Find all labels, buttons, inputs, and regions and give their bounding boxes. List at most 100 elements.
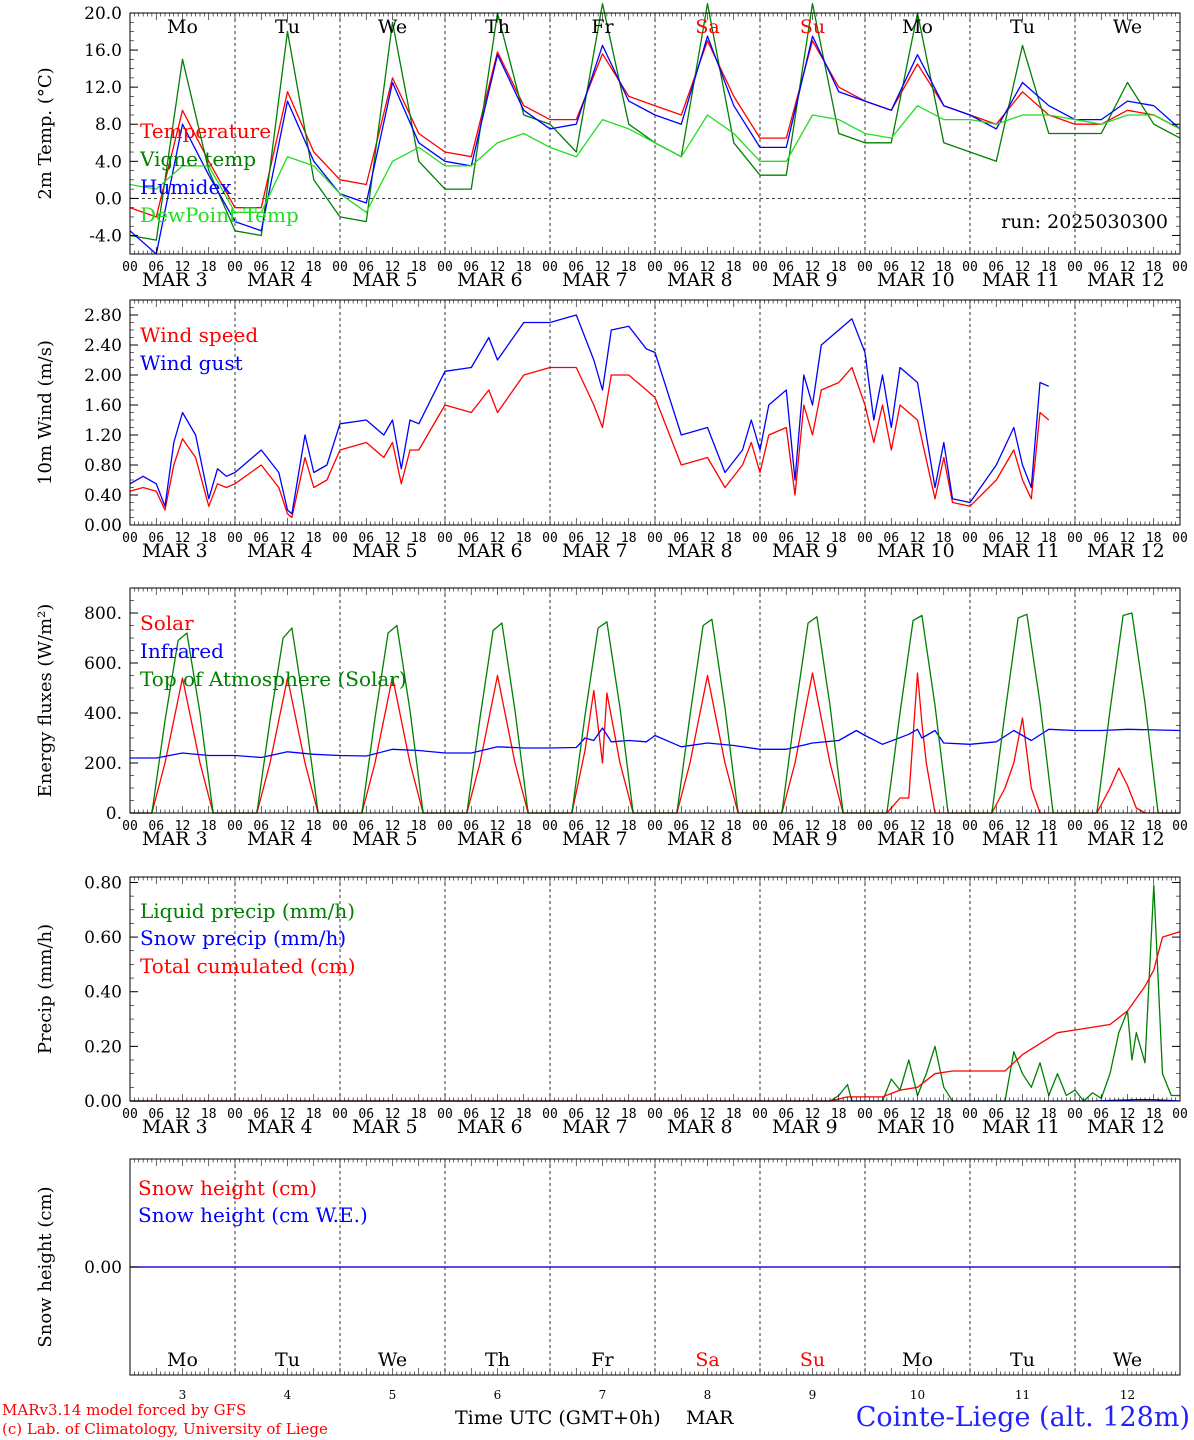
- x-date-label: MAR 11: [982, 828, 1060, 850]
- x-hour-label: 00: [542, 1107, 558, 1122]
- x-hour-label: 06: [463, 1107, 479, 1122]
- panel-1: -4.0 0.0 4.0 8.0 12.0 16.0 20.0 2m Temp. (°C) Te…: [35, 3, 1188, 291]
- x-hour-label: 06: [148, 531, 164, 546]
- x-date-label: MAR 3: [142, 828, 208, 850]
- day-of-week-label: Th: [485, 16, 510, 38]
- legend-entry: DewPoint Temp: [140, 203, 299, 227]
- x-date-label: MAR 6: [457, 828, 523, 850]
- x-hour-label: 12: [1015, 1107, 1031, 1122]
- x-hour-label: 18: [726, 819, 742, 834]
- x-hour-label: 12: [700, 260, 716, 275]
- x-hour-label: 12: [595, 260, 611, 275]
- legend-entry: Vigne temp: [139, 147, 256, 171]
- x-hour-label: 06: [673, 1107, 689, 1122]
- x-hour-label: 00: [227, 819, 243, 834]
- y-tick-label: 0.40: [84, 983, 122, 1003]
- x-hour-label: 12: [280, 531, 296, 546]
- y-tick-label: 12.0: [84, 78, 122, 98]
- x-date-label: MAR 10: [877, 269, 955, 291]
- plot-frame: [129, 587, 1181, 814]
- x-date-label: MAR 4: [247, 828, 313, 850]
- day-of-week-label: We: [1113, 16, 1142, 38]
- x-hour-label: 18: [201, 531, 217, 546]
- x-hour-label: 12: [595, 1107, 611, 1122]
- x-date-number: 8: [704, 1388, 712, 1402]
- x-hour-label: 18: [306, 1107, 322, 1122]
- x-hour-label: 12: [910, 531, 926, 546]
- x-hour-label: 00: [752, 1107, 768, 1122]
- x-hour-label: 06: [358, 531, 374, 546]
- x-hour-label: 06: [253, 819, 269, 834]
- day-of-week-label: We: [378, 1349, 407, 1371]
- x-hour-label: 06: [463, 819, 479, 834]
- x-hour-label: 06: [883, 1107, 899, 1122]
- x-hour-label: 00: [962, 819, 978, 834]
- x-hour-label: 12: [910, 260, 926, 275]
- x-hour-label: 12: [700, 531, 716, 546]
- x-hour-label: 12: [910, 819, 926, 834]
- y-tick-label: 2.00: [84, 366, 122, 386]
- y-tick-label: 0.00: [84, 516, 122, 536]
- x-hour-label: 18: [831, 531, 847, 546]
- x-hour-label: 00: [647, 260, 663, 275]
- x-date-number: 9: [809, 1388, 817, 1402]
- x-hour-label: 12: [595, 531, 611, 546]
- x-hour-label: 06: [253, 260, 269, 275]
- x-hour-label: 06: [568, 1107, 584, 1122]
- day-of-week-label: Su: [800, 1349, 825, 1371]
- day-of-week-label: Fr: [591, 1349, 614, 1371]
- x-date-label: MAR 10: [877, 540, 955, 562]
- x-hour-label: 06: [1093, 1107, 1109, 1122]
- x-date-label: MAR 9: [772, 1116, 838, 1138]
- x-hour-label: 06: [778, 819, 794, 834]
- x-hour-label: 18: [1146, 260, 1162, 275]
- panel-5: 0.00 Snow height (cm) Snow height (cm) Snow…: [35, 1158, 1181, 1402]
- day-of-week-label: We: [378, 16, 407, 38]
- x-hour-label: 12: [805, 819, 821, 834]
- x-hour-label: 00: [332, 260, 348, 275]
- x-hour-label: 18: [831, 1107, 847, 1122]
- x-hour-label: 00: [962, 1107, 978, 1122]
- day-of-week-label: Tu: [275, 16, 300, 38]
- x-hour-label: 18: [831, 819, 847, 834]
- x-hour-label: 18: [516, 531, 532, 546]
- x-hour-label: 12: [700, 819, 716, 834]
- x-date-label: MAR 3: [142, 269, 208, 291]
- x-hour-label: 00: [227, 1107, 243, 1122]
- x-hour-label: 12: [805, 531, 821, 546]
- x-hour-label: 18: [936, 531, 952, 546]
- y-tick-label: 400.: [84, 704, 122, 724]
- footer-lab: (c) Lab. of Climatology, University of L…: [2, 1420, 328, 1438]
- x-date-label: MAR 6: [457, 269, 523, 291]
- x-hour-label: 12: [805, 1107, 821, 1122]
- x-hour-label: 00: [437, 531, 453, 546]
- y-tick-label: 1.20: [84, 426, 122, 446]
- y-tick-label: 0.20: [84, 1037, 122, 1057]
- x-hour-label: 12: [490, 1107, 506, 1122]
- y-tick-label: 0.00: [84, 1092, 122, 1112]
- x-hour-label: 00: [1172, 1107, 1188, 1122]
- y-tick-label: 0.40: [84, 486, 122, 506]
- run-label: run: 2025030300: [1001, 211, 1168, 233]
- x-hour-label: 06: [778, 260, 794, 275]
- x-date-label: MAR 5: [352, 828, 418, 850]
- x-date-label: MAR 7: [562, 540, 628, 562]
- legend-entry: Wind gust: [140, 351, 243, 375]
- x-date-number: 3: [179, 1388, 187, 1402]
- panel-3: 0. 200. 400. 600. 800. Energy fluxes (W/m²) So…: [35, 587, 1188, 850]
- x-hour-label: 00: [332, 819, 348, 834]
- y-tick-label: 4.0: [95, 152, 122, 172]
- x-hour-label: 00: [122, 819, 138, 834]
- x-hour-label: 18: [726, 260, 742, 275]
- x-hour-label: 00: [542, 531, 558, 546]
- x-hour-label: 12: [175, 819, 191, 834]
- x-hour-label: 18: [201, 260, 217, 275]
- x-hour-label: 06: [778, 1107, 794, 1122]
- x-date-label: MAR 10: [877, 1116, 955, 1138]
- x-hour-label: 00: [752, 531, 768, 546]
- x-hour-label: 00: [752, 260, 768, 275]
- legend-entry: Temperature: [140, 119, 271, 143]
- x-axis-label: Time UTC (GMT+0h): [455, 1407, 661, 1429]
- x-hour-label: 00: [962, 531, 978, 546]
